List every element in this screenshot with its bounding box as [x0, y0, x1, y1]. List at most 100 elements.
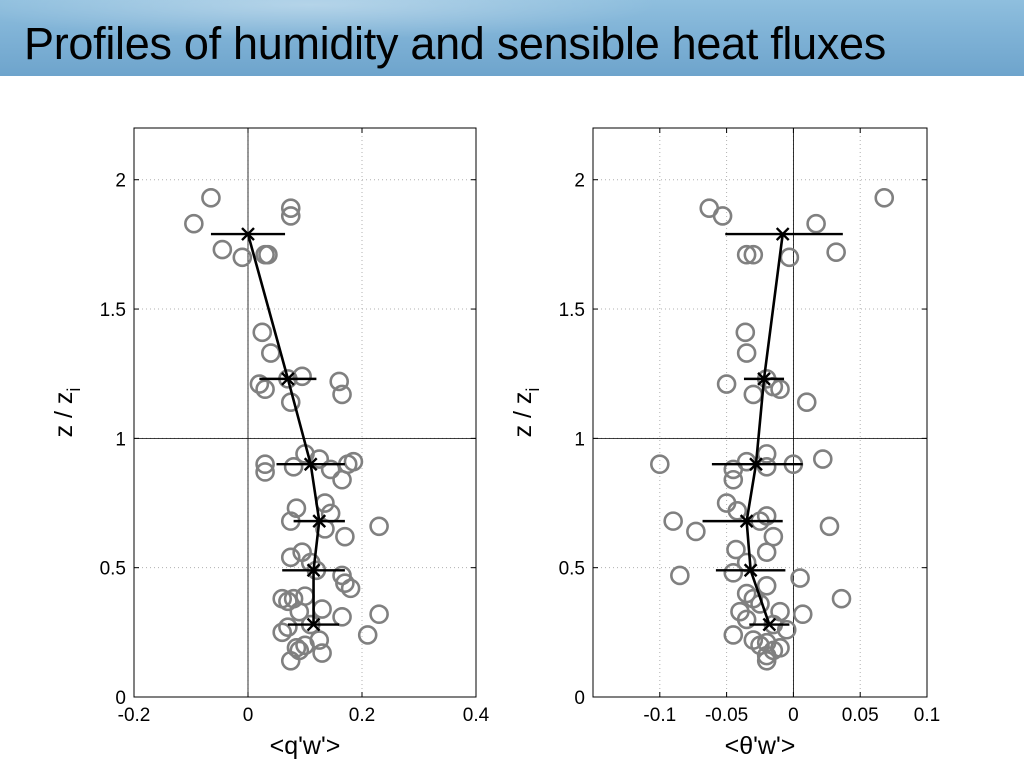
y-tick-label: 1.5	[100, 300, 126, 321]
y-tick-label: 1	[574, 429, 585, 450]
data-point	[743, 244, 764, 265]
data-point	[335, 526, 355, 547]
data-point	[252, 322, 273, 343]
y-axis-label-main: z / z	[50, 392, 78, 438]
profile-line	[745, 233, 785, 626]
data-point	[796, 392, 817, 412]
y-axis-label: z / zi	[50, 388, 84, 438]
data-point	[826, 242, 846, 262]
data-point	[332, 469, 352, 490]
data-point	[874, 188, 895, 208]
plot-frame	[133, 127, 477, 698]
x-tick-label: -0.2	[118, 705, 151, 726]
data-point	[726, 539, 746, 560]
data-point	[812, 449, 833, 469]
x-tick-label: 0	[243, 705, 254, 726]
data-point	[723, 625, 744, 645]
x-axis-label: <q'w'>	[270, 732, 341, 760]
profile-marker	[312, 514, 327, 528]
data-point	[309, 449, 330, 469]
data-point	[735, 322, 756, 343]
humidity-flux-chart: -0.2 0 0.2 0.400.511.52<q'w'>z / zi	[50, 127, 490, 760]
y-tick-label: 2	[574, 171, 585, 192]
heat-flux-chart: -0.1 -0.05 0 0.05 0.1 0 0.5 1 1.5 2 <θ'w'> z / zi	[509, 127, 940, 760]
data-point	[201, 188, 221, 208]
data-point	[335, 573, 355, 594]
data-point	[776, 619, 797, 640]
profile-marker	[739, 514, 754, 528]
y-tick-label: 0.5	[559, 559, 585, 580]
data-point	[806, 213, 826, 234]
data-point	[819, 516, 840, 537]
data-point	[295, 635, 315, 656]
data-point	[663, 511, 683, 531]
profile-marker	[743, 563, 758, 578]
data-point	[280, 547, 301, 568]
data-point	[723, 469, 744, 490]
data-point	[357, 625, 378, 645]
x-tick-label: -0.1	[643, 705, 676, 726]
data-point	[320, 459, 341, 480]
data-point	[332, 384, 352, 405]
x-tick-label: -0.05	[705, 705, 748, 726]
data-point	[292, 366, 312, 387]
data-point	[280, 206, 301, 226]
data-point	[792, 604, 813, 625]
data-point	[712, 206, 733, 226]
profile-line	[246, 233, 321, 625]
y-axis-label: z / zi	[509, 388, 543, 438]
x-axis-label: <θ'w'>	[725, 732, 796, 760]
data-point	[686, 521, 706, 542]
data-point	[232, 247, 253, 268]
plot-area	[134, 128, 476, 697]
profile-marker	[281, 372, 295, 386]
y-tick-label: 1	[115, 429, 126, 450]
y-axis-label-subscript: i	[523, 388, 543, 392]
data-point	[255, 462, 275, 482]
data-point	[727, 500, 748, 521]
y-tick-label: 0.5	[100, 559, 126, 580]
data-point	[280, 198, 301, 218]
y-tick-label: 0	[574, 688, 585, 709]
y-tick-label: 1.5	[559, 300, 585, 321]
x-tick-label: 0.1	[914, 705, 940, 726]
data-point	[736, 609, 757, 630]
data-point	[736, 244, 757, 265]
data-point	[260, 343, 281, 363]
data-point	[756, 575, 777, 596]
data-point	[255, 454, 275, 475]
profile-marker	[749, 457, 763, 472]
x-tick-label: 0.05	[842, 705, 879, 726]
x-tick-label: 0.4	[463, 705, 490, 726]
data-point	[831, 588, 852, 609]
data-point	[369, 604, 389, 625]
slide-title: Profiles of humidity and sensible heat f…	[24, 18, 886, 69]
y-axis-label-main: z / z	[509, 392, 537, 438]
slide-title-bar: Profiles of humidity and sensible heat f…	[0, 0, 1024, 76]
data-point	[340, 578, 361, 599]
x-tick-label: 0	[788, 705, 799, 726]
data-point	[249, 374, 270, 394]
y-tick-label: 2	[115, 171, 126, 192]
data-point	[756, 542, 777, 562]
plot-frame	[592, 127, 928, 698]
data-point	[649, 454, 670, 475]
data-point	[289, 601, 310, 622]
data-point	[369, 516, 389, 537]
data-point	[770, 379, 790, 400]
data-point	[329, 371, 350, 392]
data-point	[283, 457, 304, 477]
y-tick-label: 0	[115, 688, 126, 709]
data-point	[280, 650, 301, 671]
data-point	[736, 343, 757, 363]
profile-marker	[306, 617, 321, 632]
profile-marker	[775, 227, 790, 241]
data-point	[278, 591, 298, 612]
x-tick-label: 0.2	[349, 705, 375, 726]
data-point	[332, 607, 352, 627]
profile-marker	[241, 227, 255, 241]
data-point	[790, 568, 810, 588]
y-axis-label-subscript: i	[64, 388, 84, 392]
data-point	[272, 622, 293, 643]
